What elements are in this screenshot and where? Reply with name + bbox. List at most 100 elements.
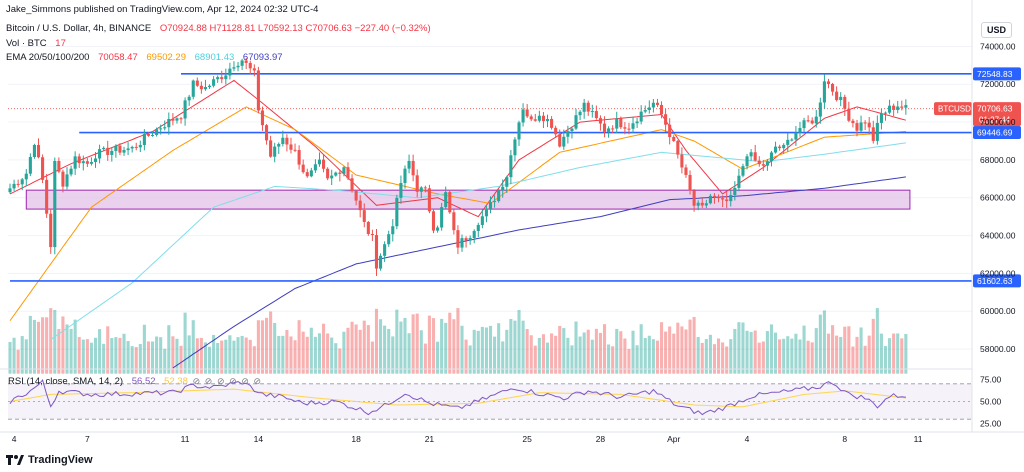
volume-bar [480, 326, 484, 374]
volume-bar [163, 348, 167, 374]
volume-bar [749, 331, 753, 374]
candle-body [338, 172, 342, 174]
candle-body [574, 115, 578, 129]
volume-bar [904, 333, 908, 374]
rsi-tick-label: 25.00 [980, 419, 1002, 429]
volume-bar [716, 338, 721, 374]
candle-body [423, 187, 427, 189]
candle-body [383, 244, 387, 256]
candle-body [586, 102, 590, 112]
candle-body [36, 144, 41, 158]
volume-label[interactable]: Vol · BTC [6, 38, 47, 49]
candle-body [207, 85, 212, 88]
volume-bar [639, 324, 643, 374]
candle-body [566, 131, 570, 137]
volume-bar [782, 338, 786, 374]
candle-body [252, 68, 256, 71]
volume-bar [570, 345, 574, 374]
time-axis[interactable]: 4 7 11 14 18 21 25 28 Apr 4 8 11 [0, 431, 1024, 444]
low-value: L70592.13 [257, 23, 303, 34]
candle-body [93, 158, 98, 163]
volume-bar [16, 349, 20, 374]
volume-bar [126, 341, 130, 374]
candle-body [712, 195, 717, 197]
candle-body [301, 164, 305, 173]
currency-button[interactable]: USD [980, 22, 1012, 38]
candle-body [362, 210, 366, 222]
candle-body [835, 91, 839, 101]
volume-bar [598, 332, 602, 374]
candle-body [529, 116, 533, 120]
candle-body [883, 112, 888, 114]
volume-bar [419, 330, 423, 374]
candle-body [28, 156, 32, 174]
volume-bar [517, 310, 521, 374]
candle-body [692, 190, 696, 206]
volume-bar [786, 336, 790, 374]
volume-bar [199, 337, 203, 374]
candle-body [69, 168, 73, 175]
candle-body [611, 128, 615, 130]
volume-bar [260, 320, 265, 374]
volume-bar [407, 333, 411, 374]
price-tick-label: 64000.00 [980, 231, 1016, 241]
tradingview-brand: TradingView [28, 454, 93, 466]
current-price-tag [973, 102, 1021, 127]
symbol-tag [934, 102, 972, 116]
volume-bar [399, 321, 403, 374]
volume-bar [476, 330, 480, 374]
volume-bar [423, 343, 427, 374]
candle-body [175, 118, 179, 121]
candle-body [863, 122, 867, 124]
volume-bar [590, 339, 594, 374]
candle-body [220, 77, 224, 80]
volume-bar [179, 345, 183, 374]
volume-bar [798, 339, 802, 374]
volume-bar [366, 325, 370, 374]
volume-bar [574, 321, 578, 374]
candle-body [810, 120, 814, 124]
volume-bar [334, 343, 338, 374]
volume-bar [484, 327, 488, 374]
volume-bar [892, 333, 896, 374]
candle-body [826, 81, 831, 84]
volume-bar [85, 339, 89, 374]
candle-body [737, 175, 741, 188]
volume-bar [183, 312, 187, 374]
rsi-label[interactable]: RSI (14, close, SMA, 14, 2) [8, 376, 124, 387]
candle-body [778, 146, 782, 149]
rsi-sma-line [9, 388, 906, 408]
ema-label[interactable]: EMA 20/50/100/200 [6, 52, 90, 63]
volume-bar [167, 325, 171, 374]
volume-bar [712, 344, 717, 374]
candlesticks [8, 58, 908, 276]
candle-body [464, 238, 468, 241]
volume-bar [305, 336, 309, 374]
volume-bar [228, 335, 232, 374]
candle-body [248, 62, 252, 69]
volume-bar [550, 333, 554, 374]
volume-bar [289, 336, 293, 374]
candle-body [871, 127, 875, 141]
candle-body [570, 128, 574, 132]
ema20-value: 70058.47 [98, 52, 138, 63]
tradingview-logo[interactable]: TradingView [6, 454, 93, 466]
ema-line [172, 176, 906, 369]
volume-bar [98, 329, 102, 374]
candle-body [684, 167, 688, 175]
candle-body [191, 80, 195, 97]
price-tick-label: 60000.00 [980, 306, 1016, 316]
candle-body [716, 196, 721, 199]
candle-body [545, 118, 550, 122]
time-tick-label: 25 [522, 434, 532, 444]
symbol-title[interactable]: Bitcoin / U.S. Dollar, 4h, BINANCE [6, 23, 152, 34]
horizontal-levels[interactable]: 72548.83 69446.69 61602.63 BTCUSD 70706.63 01… [8, 67, 1021, 288]
volume-bar [615, 328, 619, 374]
price-axis[interactable]: 58000.00 60000.00 62000.00 64000.00 66000.00… [971, 0, 1016, 432]
volume-bar [818, 314, 822, 374]
open-value: O70924.88 [159, 23, 207, 34]
candle-body [167, 119, 171, 128]
volume-bar [822, 310, 826, 374]
price-tick-label: 74000.00 [980, 41, 1016, 51]
